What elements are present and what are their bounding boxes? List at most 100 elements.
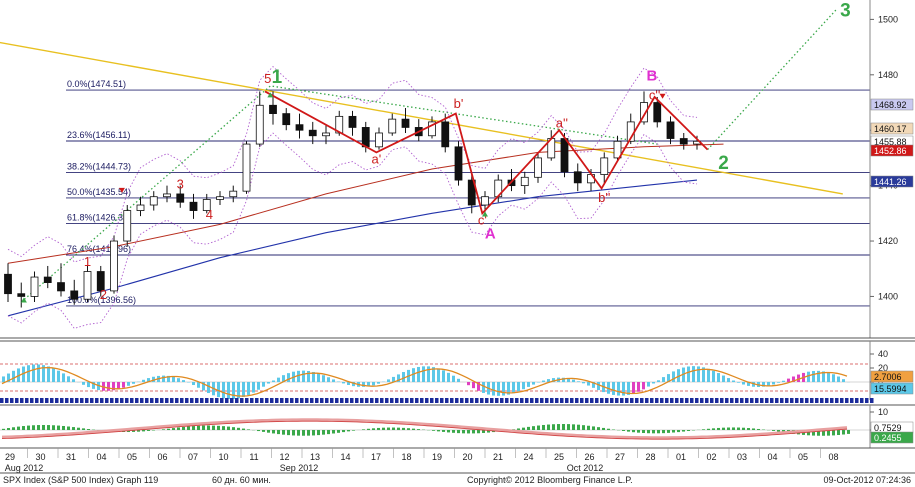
volume-strip-bar — [180, 398, 184, 403]
osc1-bar — [807, 371, 810, 382]
osc2-bar — [312, 430, 315, 436]
candle-body — [653, 102, 662, 123]
osc1-bar — [812, 370, 815, 382]
x-tick-label: 07 — [188, 452, 198, 462]
osc2-bar — [2, 428, 5, 430]
osc1-bar — [217, 382, 220, 398]
osc1-bar — [532, 382, 535, 385]
volume-strip-bar — [635, 398, 639, 403]
x-tick-label: 27 — [615, 452, 625, 462]
volume-strip-bar — [265, 398, 269, 403]
volume-strip-bar — [735, 398, 739, 403]
osc2-bar — [167, 428, 170, 430]
candle-body — [242, 143, 251, 192]
osc1-bar — [692, 366, 695, 382]
osc2-bar — [742, 427, 745, 430]
x-axis-months: Aug 2012 Sep 2012 Oct 2012 — [5, 463, 604, 473]
osc1-tick-label: 20 — [878, 363, 888, 373]
osc1-bar — [192, 382, 195, 386]
osc2-bar — [437, 430, 440, 432]
volume-strip-bar — [360, 398, 364, 403]
blue-moving-average — [7, 179, 698, 317]
candle-body — [308, 129, 317, 137]
volume-strip-bar — [665, 398, 669, 403]
volume-strip-bar — [50, 398, 54, 403]
osc1-bar — [577, 381, 580, 382]
osc1-bar — [302, 370, 305, 382]
osc2-bar — [597, 427, 600, 430]
osc2-bar — [277, 430, 280, 435]
osc2-bar — [442, 430, 445, 432]
candle-body — [467, 179, 476, 206]
wave-label: c' — [478, 212, 487, 227]
osc1-bar — [502, 382, 505, 396]
volume-strip-bar — [85, 398, 89, 403]
osc1-bar — [827, 372, 830, 382]
volume-strip-bar — [840, 398, 844, 403]
osc2-bar — [642, 430, 645, 434]
osc1-bar — [712, 370, 715, 382]
wave-label: 1 — [272, 67, 283, 88]
x-tick-label: 02 — [706, 452, 716, 462]
volume-strip-bar — [345, 398, 349, 403]
volume-strip-bar — [220, 398, 224, 403]
candle-body — [375, 132, 383, 148]
x-tick-label: 18 — [401, 452, 411, 462]
osc1-bar — [662, 377, 665, 382]
osc2-bar — [542, 424, 545, 430]
osc1-bar — [792, 376, 795, 382]
volume-strip-bar — [230, 398, 234, 403]
volume-strip-bar — [10, 398, 14, 403]
volume-strip-bar — [575, 398, 579, 403]
osc1-bar — [562, 377, 565, 382]
osc2-bar — [247, 429, 250, 430]
volume-strip-bar — [780, 398, 784, 403]
volume-strip-bar — [190, 398, 194, 403]
price-tag-label: 1452.86 — [874, 146, 907, 156]
candle-body — [600, 157, 609, 175]
volume-strip-bar — [705, 398, 709, 403]
osc2-bar — [627, 430, 630, 432]
price-tag-label: 1460.17 — [874, 124, 907, 134]
candle-body — [176, 193, 185, 203]
osc1-bar — [447, 372, 450, 382]
osc2-bar — [637, 430, 640, 433]
osc1-bar — [702, 367, 705, 382]
osc1-bar — [667, 374, 670, 382]
osc1-bar — [467, 382, 470, 386]
volume-strip-bar — [830, 398, 834, 403]
fib-level-label: 100.0%(1396.56) — [67, 295, 136, 305]
candle-body — [388, 118, 397, 134]
osc2-bar — [582, 425, 585, 430]
volume-strip-bar — [20, 398, 24, 403]
osc2-bar — [197, 425, 200, 430]
osc1-bar — [642, 382, 645, 390]
x-tick-label: 28 — [645, 452, 655, 462]
osc2-bar — [337, 430, 340, 433]
osc1-tag — [870, 370, 914, 383]
candle-body — [110, 240, 118, 292]
volume-strip-bar — [80, 398, 84, 403]
osc2-bar — [652, 430, 655, 434]
osc1-bar — [617, 382, 620, 396]
osc2-bar — [292, 430, 295, 436]
osc2-tag-label: 0.2455 — [874, 433, 902, 443]
osc2-bar — [47, 425, 50, 430]
volume-strip-bar — [770, 398, 774, 403]
volume-strip-bar — [280, 398, 284, 403]
volume-strip-bar — [210, 398, 214, 403]
candle-body — [640, 102, 648, 123]
x-tick-label: 14 — [340, 452, 350, 462]
osc2-bar — [322, 430, 325, 435]
osc1-tag-label: 2.7006 — [874, 372, 902, 382]
candle-body — [255, 104, 264, 145]
osc1-bar — [252, 382, 255, 393]
osc1-bar — [342, 382, 345, 384]
osc2-bar — [242, 428, 245, 430]
volume-strip-bar — [110, 398, 114, 403]
osc1-bar — [262, 382, 265, 387]
volume-strip-bar — [845, 398, 849, 403]
volume-strip-bar — [795, 398, 799, 403]
osc2-bar — [37, 425, 40, 430]
wave-label: 1 — [84, 254, 91, 269]
